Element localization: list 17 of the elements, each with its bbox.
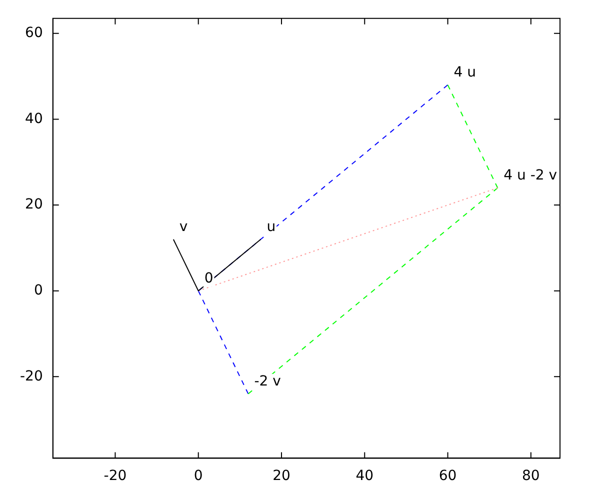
y-tick-label: -20 — [20, 368, 43, 384]
y-tick-label: 0 — [34, 282, 43, 298]
annotation: u — [266, 219, 276, 236]
annotation: -2 v — [254, 373, 281, 390]
y-tick-label: 20 — [25, 196, 43, 213]
annotation: 0 — [204, 270, 214, 286]
x-tick-label: 40 — [356, 468, 374, 484]
x-tick-label: -20 — [104, 468, 127, 484]
y-tick-label: 60 — [25, 25, 43, 42]
y-tick-label: 40 — [25, 110, 43, 127]
annotation: 4 u — [454, 64, 476, 81]
annotation: 4 u -2 v — [504, 168, 558, 184]
x-tick-label: 0 — [194, 468, 203, 484]
x-tick-label: 20 — [272, 468, 290, 484]
annotation: v — [179, 219, 188, 236]
x-tick-label: 60 — [438, 468, 457, 484]
x-tick-label: 80 — [522, 468, 540, 484]
